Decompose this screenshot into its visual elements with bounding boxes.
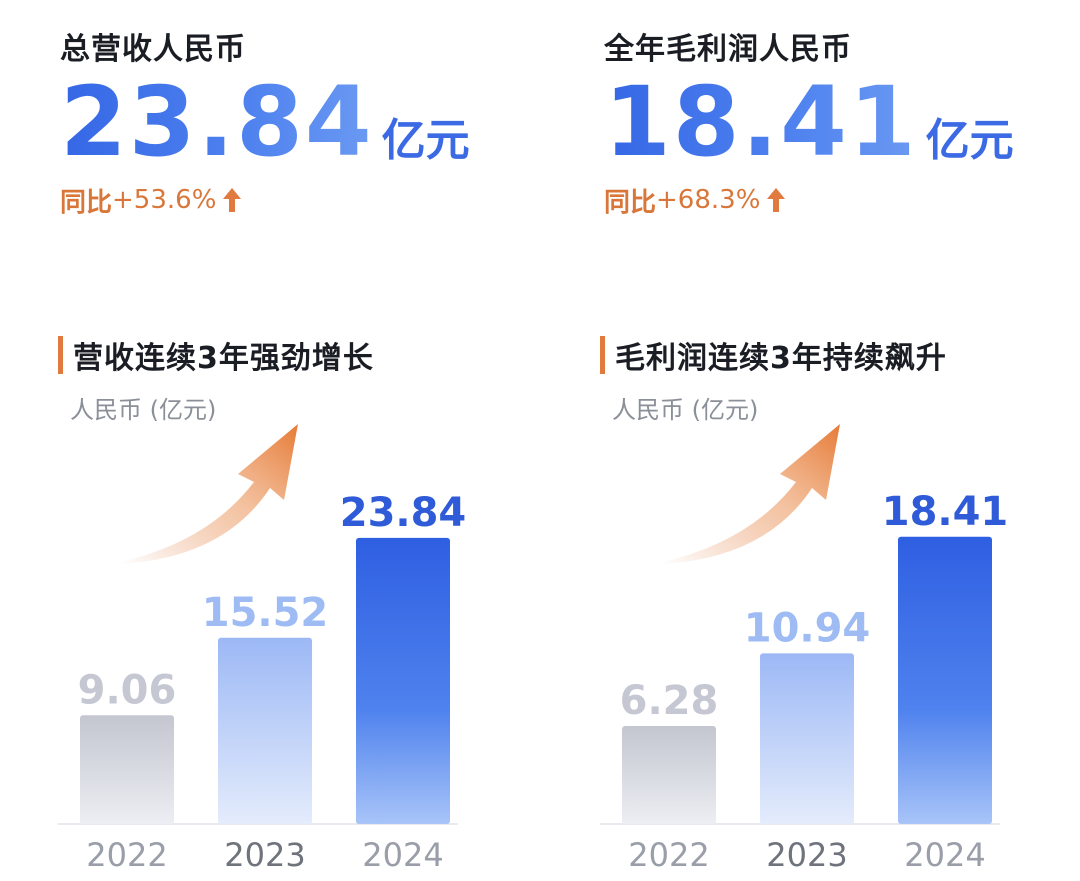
- bar-2022: [80, 715, 174, 824]
- bar-value-label: 9.06: [78, 667, 177, 713]
- x-tick-label: 2024: [904, 836, 985, 874]
- bar-2024: [898, 536, 992, 824]
- bar-2022: [622, 726, 716, 824]
- revenue-yoy-value: +53.6%: [112, 185, 217, 215]
- x-tick-label: 2023: [224, 836, 305, 874]
- gross-profit-kpi: 全年毛利润人民币 18.41 亿元 同比 +68.3%: [604, 28, 1014, 218]
- revenue-chart-title: 营收连续3年强劲增长: [58, 332, 374, 378]
- bar-value-label: 10.94: [744, 605, 871, 651]
- gross-profit-kpi-value-row: 18.41 亿元: [604, 74, 1014, 170]
- gross-profit-chart-title-text: 毛利润连续3年持续飙升: [615, 341, 947, 376]
- revenue-kpi-unit: 亿元: [381, 115, 470, 166]
- revenue-yoy-label: 同比: [60, 187, 113, 218]
- revenue-chart-unit-label: 人民币 (亿元): [70, 396, 217, 424]
- bar-value-label: 18.41: [882, 489, 1009, 535]
- gross-profit-chart-title: 毛利润连续3年持续飙升: [600, 332, 947, 378]
- bar-value-label: 15.52: [202, 590, 329, 636]
- gross-profit-bar-chart: 6.28 2022 10.94 2023 18.41 2024: [600, 424, 1009, 874]
- x-tick-label: 2024: [362, 836, 443, 874]
- title-accent-bar: [58, 336, 63, 374]
- bar-2024: [356, 537, 450, 824]
- bar-2023: [218, 637, 312, 824]
- revenue-chart-title-text: 营收连续3年强劲增长: [73, 341, 374, 376]
- bar-value-label: 6.28: [620, 678, 719, 724]
- x-tick-label: 2023: [766, 836, 847, 874]
- gross-profit-kpi-label: 全年毛利润人民币: [604, 32, 852, 67]
- gross-profit-kpi-value: 18.41: [604, 66, 918, 178]
- gross-profit-chart: 毛利润连续3年持续飙升 人民币 (亿元) 6.28 2022 10.94 2023 18…: [600, 332, 1040, 881]
- gross-profit-yoy: 同比 +68.3%: [604, 182, 1014, 218]
- trend-arrow-icon: [120, 424, 298, 564]
- up-arrow-icon: [767, 188, 786, 212]
- x-tick-label: 2022: [628, 836, 709, 874]
- revenue-kpi: 总营收人民币 23.84 亿元 同比 +53.6%: [60, 28, 470, 218]
- x-tick-label: 2022: [86, 836, 167, 874]
- title-accent-bar: [600, 336, 605, 374]
- revenue-chart: 营收连续3年强劲增长 人民币 (亿元) 9.06 2022 15.52 2023 23.…: [58, 332, 498, 881]
- revenue-kpi-value: 23.84: [60, 66, 374, 178]
- revenue-kpi-label: 总营收人民币: [60, 32, 246, 67]
- revenue-yoy: 同比 +53.6%: [60, 182, 470, 218]
- gross-profit-chart-unit-label: 人民币 (亿元): [612, 396, 759, 424]
- trend-arrow-icon: [662, 424, 840, 564]
- gross-profit-yoy-label: 同比: [604, 187, 657, 218]
- bar-value-label: 23.84: [340, 490, 467, 536]
- revenue-kpi-value-row: 23.84 亿元: [60, 74, 470, 170]
- up-arrow-icon: [223, 188, 242, 212]
- gross-profit-yoy-value: +68.3%: [656, 185, 761, 215]
- gross-profit-kpi-unit: 亿元: [925, 115, 1014, 166]
- bar-2023: [760, 653, 854, 824]
- revenue-bar-chart: 9.06 2022 15.52 2023 23.84 2024: [58, 424, 467, 874]
